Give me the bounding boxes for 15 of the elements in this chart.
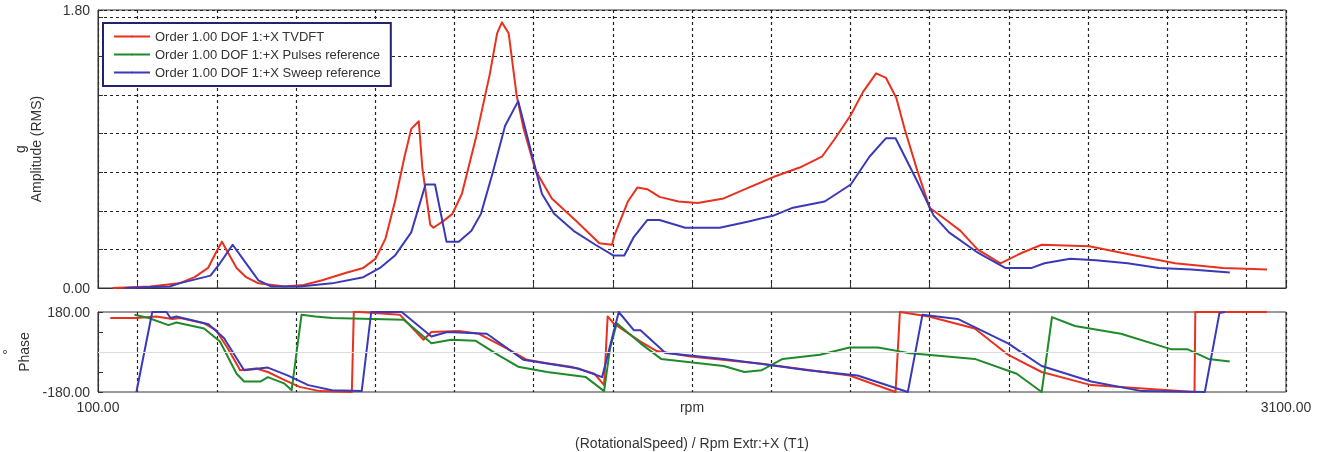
x-axis-title: (RotationalSpeed) / Rpm Extr:+X (T1)	[575, 435, 809, 451]
x-tick-label: 3100.00	[1260, 399, 1312, 415]
legend-label: Order 1.00 DOF 1:+X Pulses reference	[155, 47, 381, 62]
y-tick-label: -180.00	[42, 384, 91, 400]
line-series	[111, 21, 1268, 289]
x-tick-label: rpm	[679, 399, 705, 415]
y-axis-title: ° Phase	[0, 331, 32, 372]
legend-label: Order 1.00 DOF 1:+X Sweep reference	[155, 65, 381, 80]
y-tick-label: 1.80	[62, 2, 91, 18]
y-tick-label: 0.00	[62, 280, 91, 296]
y-axis-title: g Amplitude (RMS)	[12, 95, 44, 203]
line-series	[123, 100, 1231, 289]
y-tick-label: 180.00	[47, 304, 91, 320]
legend-label: Order 1.00 DOF 1:+X TVDFT	[155, 29, 325, 44]
x-tick-label: 100.00	[76, 399, 120, 415]
